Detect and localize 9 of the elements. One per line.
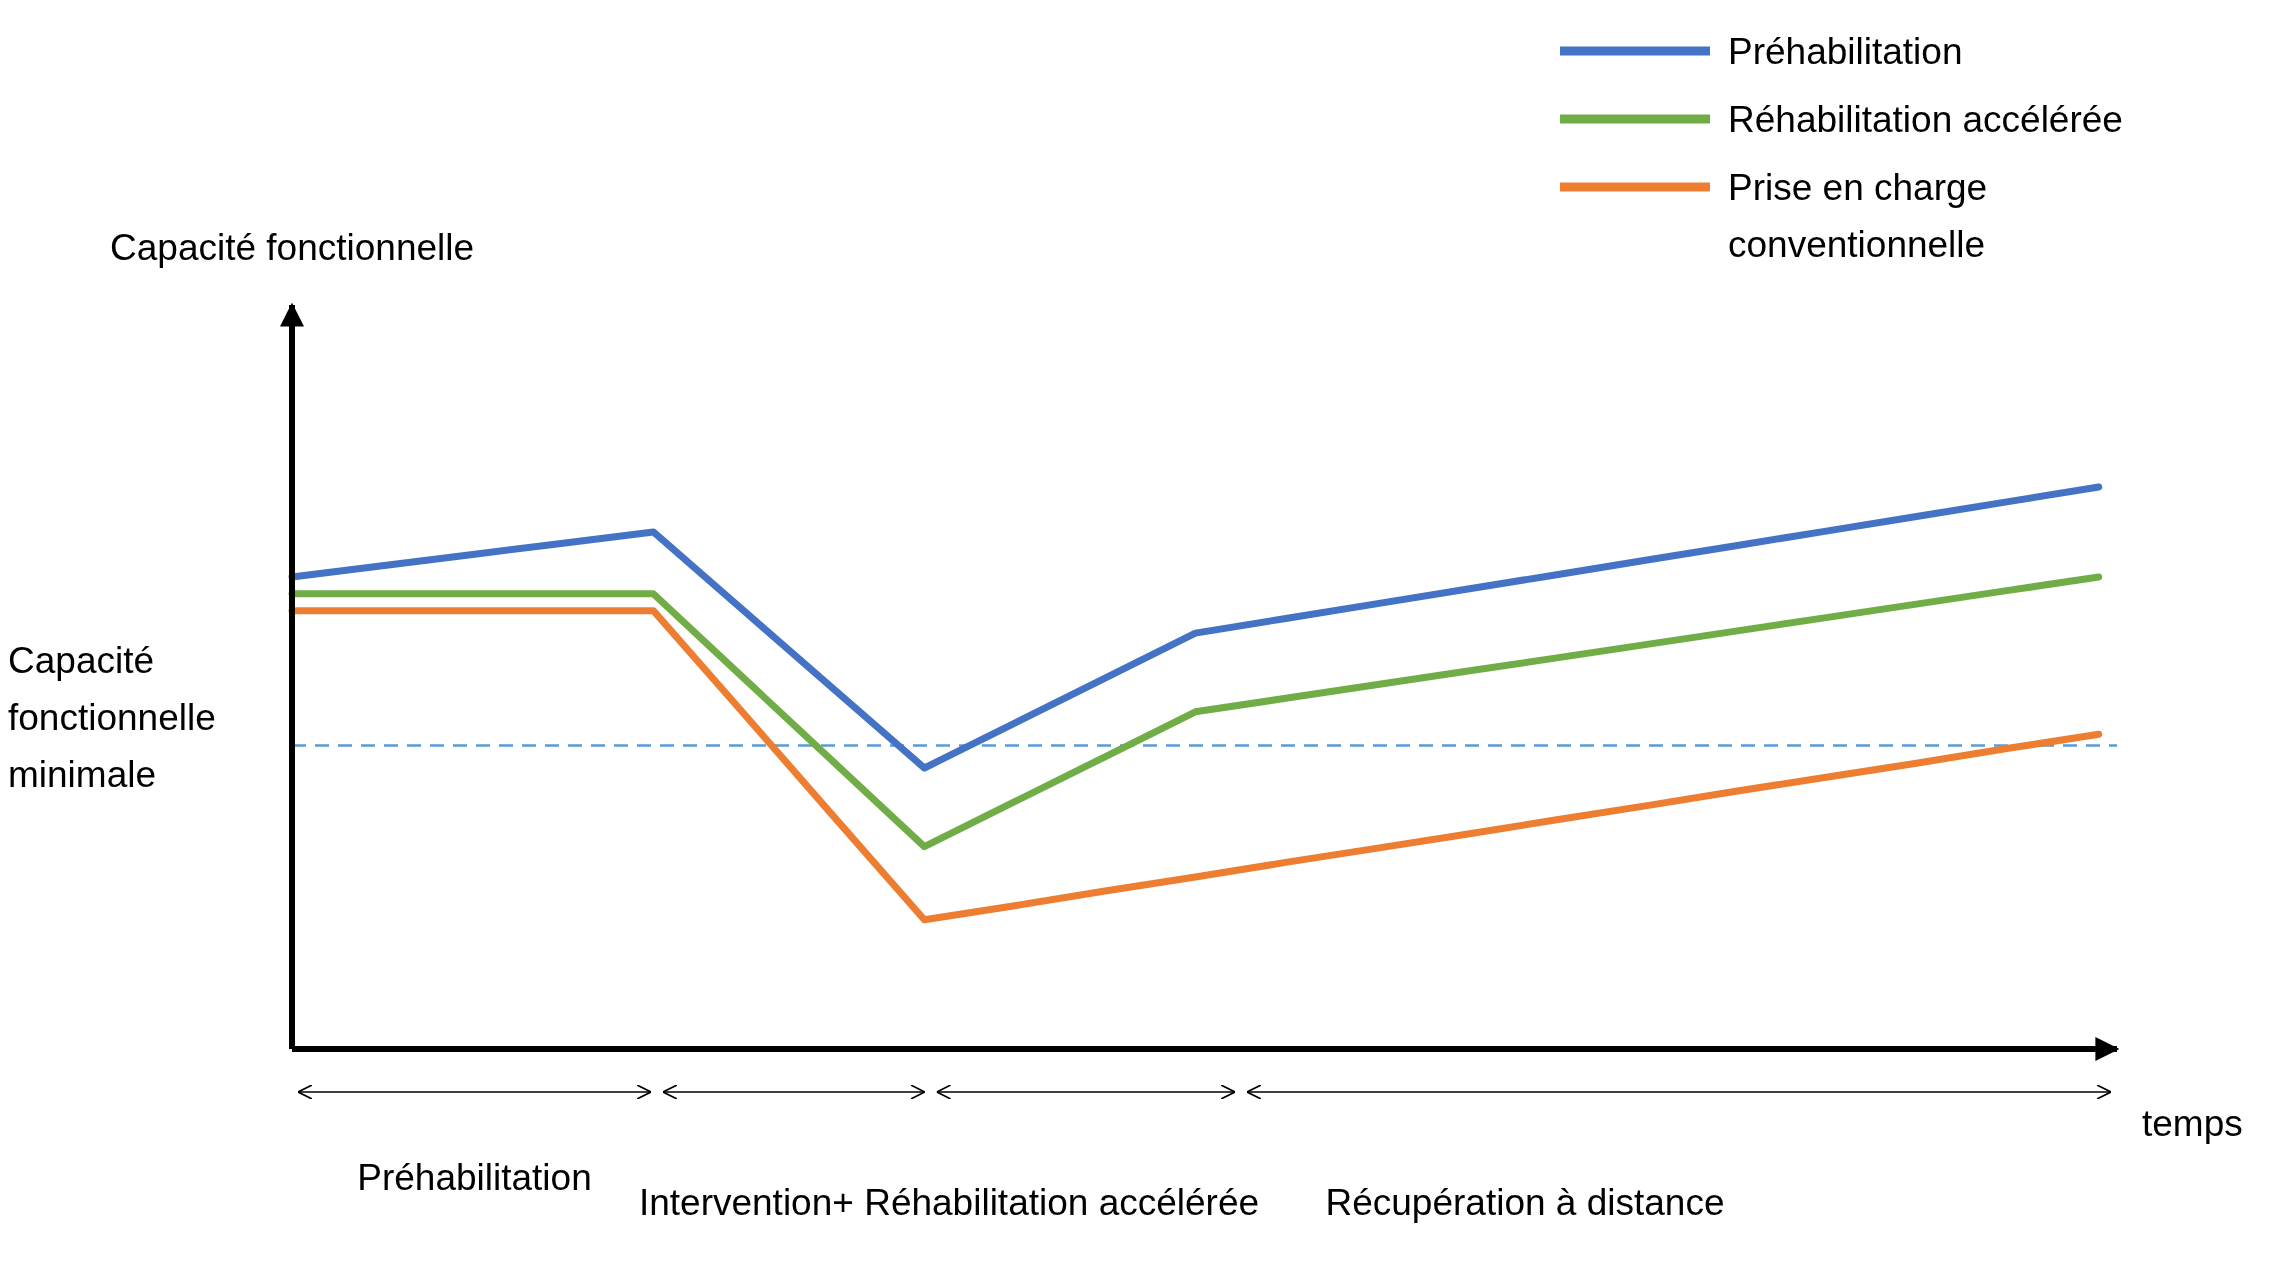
text: Préhabilitation [357,1157,592,1198]
text: Récupération à distance [1325,1182,1725,1223]
legend-label: Prise en charge conventionnelle [1728,167,1988,265]
text: Intervention+ Réhabilitation accélérée [638,1182,1260,1223]
x-axis-title: temps [2142,1103,2243,1144]
ref-line-label: Capacité fonctionnelle minimale [8,639,216,795]
text: Capacité fonctionnelle [110,227,475,268]
legend-label: Réhabilitation accélérée [1728,99,2123,140]
legend-label: Préhabilitation [1728,31,1963,72]
